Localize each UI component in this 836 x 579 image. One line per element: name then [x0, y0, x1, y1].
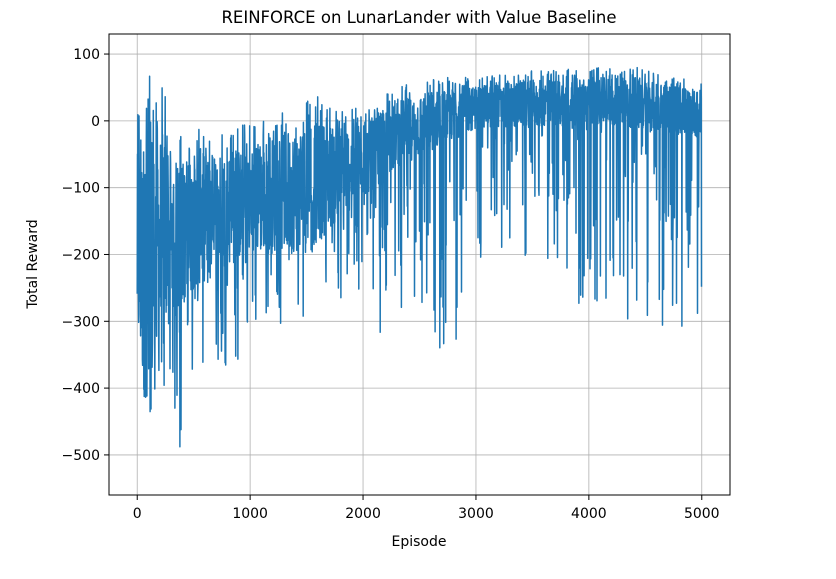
- x-axis-ticks: 0 1000 2000 3000 4000 5000: [133, 495, 720, 522]
- x-tick-label: 0: [133, 506, 142, 522]
- x-tick-label: 1000: [232, 506, 268, 522]
- series-group: [136, 66, 703, 448]
- y-tick-label: −200: [62, 247, 100, 263]
- y-tick-label: −500: [62, 448, 100, 464]
- y-tick-label: −300: [62, 314, 100, 330]
- x-axis-label: Episode: [392, 534, 447, 550]
- y-tick-label: −100: [62, 181, 100, 197]
- chart-title: REINFORCE on LunarLander with Value Base…: [221, 8, 616, 27]
- x-tick-label: 3000: [458, 506, 494, 522]
- y-axis-label: Total Reward: [25, 219, 41, 309]
- y-tick-label: 0: [91, 114, 100, 130]
- x-tick-label: 5000: [684, 506, 720, 522]
- x-tick-label: 4000: [571, 506, 607, 522]
- y-tick-label: 100: [73, 47, 100, 63]
- x-tick-label: 2000: [345, 506, 381, 522]
- plot-frame: [108, 33, 731, 496]
- y-axis-ticks: 100 0 −100 −200 −300 −400 −500: [62, 47, 109, 464]
- y-tick-label: −400: [62, 381, 100, 397]
- series-line-total-reward: [136, 66, 703, 448]
